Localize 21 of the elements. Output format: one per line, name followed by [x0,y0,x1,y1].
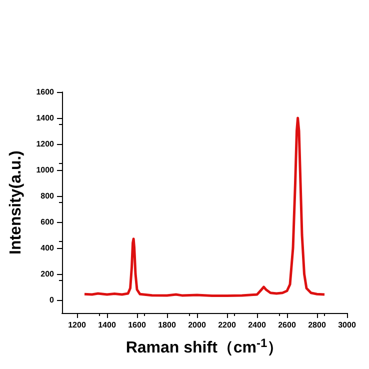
y-tick-label: 0 [50,296,55,304]
y-tick-label: 200 [40,270,55,278]
x-tick-label: 2800 [308,320,326,330]
y-tick-label: 600 [40,218,55,226]
x-tick-label: 1600 [128,320,146,330]
y-tick-label: 1600 [36,88,55,96]
y-tick-label: 400 [40,244,55,252]
x-tick-label: 1400 [98,320,116,330]
x-tick-label: 3000 [338,320,356,330]
y-tick-label: 800 [40,192,55,200]
y-tick-label: 1000 [36,166,55,174]
x-tick-label: 2600 [278,320,296,330]
x-tick-label: 2200 [218,320,236,330]
x-tick-label: 2000 [188,320,206,330]
x-tick-label: 1200 [68,320,86,330]
y-tick-label: 1200 [36,140,55,148]
y-tick-label: 1400 [36,114,55,122]
y-axis-title: Intensity(a.u.) [8,150,24,255]
x-tick-label: 1800 [158,320,176,330]
line-series [83,116,326,297]
x-tick-label: 2400 [248,320,266,330]
